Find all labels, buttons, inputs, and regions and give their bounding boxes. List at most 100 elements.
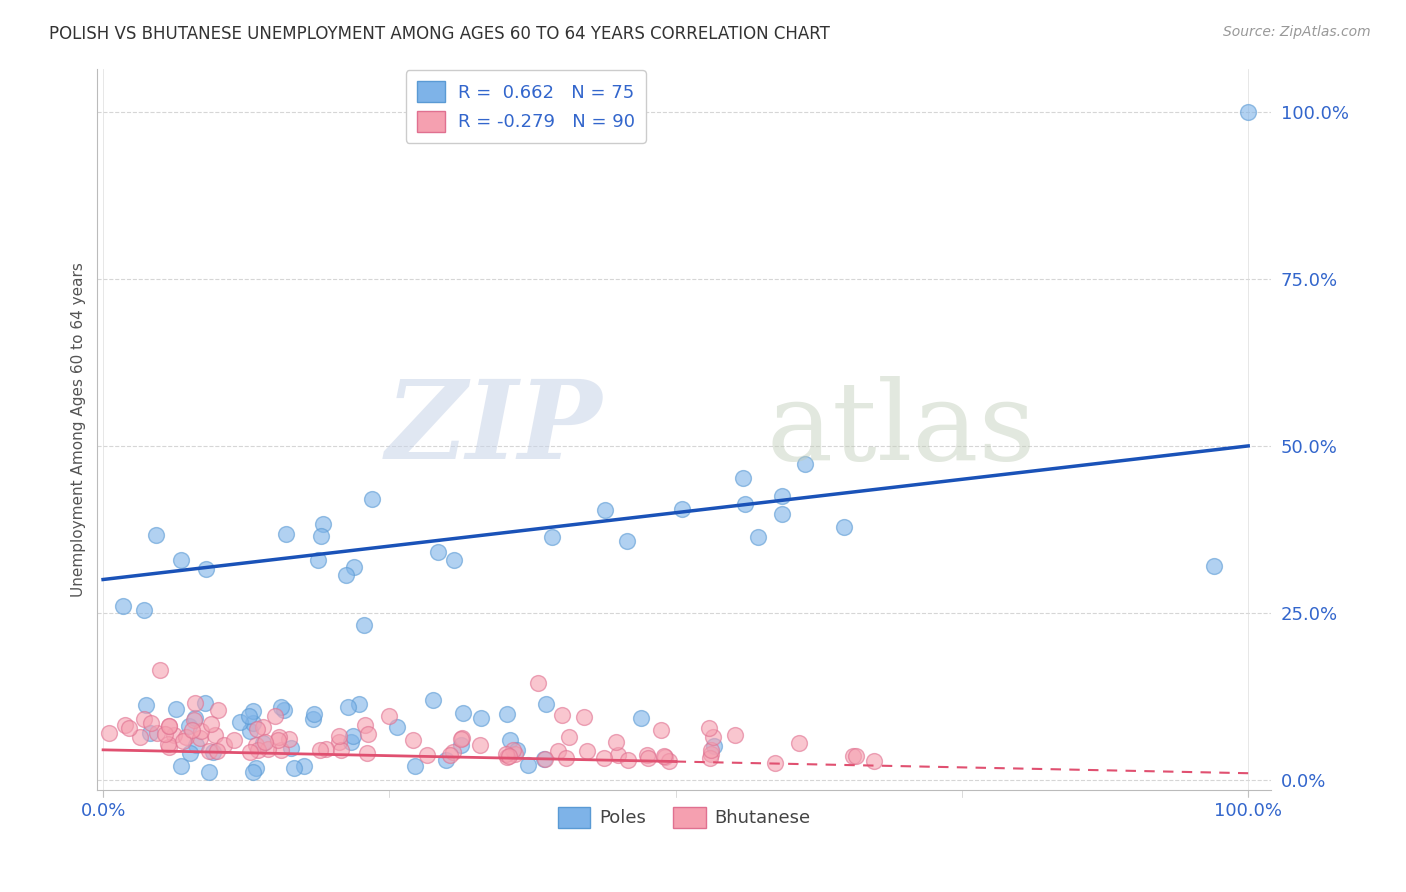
Point xyxy=(239,723,262,738)
Point xyxy=(862,754,884,768)
Point xyxy=(274,527,297,541)
Point xyxy=(1202,559,1225,574)
Point xyxy=(470,738,492,752)
Point xyxy=(190,724,212,739)
Point xyxy=(328,729,350,743)
Point xyxy=(572,709,595,723)
Point xyxy=(139,715,162,730)
Point xyxy=(422,693,444,707)
Point xyxy=(302,706,325,721)
Point xyxy=(200,716,222,731)
Point xyxy=(671,502,693,516)
Point xyxy=(184,711,207,725)
Point xyxy=(636,747,658,762)
Point xyxy=(724,728,747,742)
Point xyxy=(763,756,786,771)
Point xyxy=(273,703,295,717)
Point xyxy=(551,707,574,722)
Point xyxy=(201,746,224,760)
Point xyxy=(267,730,290,744)
Point xyxy=(245,761,267,775)
Point xyxy=(733,470,755,484)
Point xyxy=(630,711,652,725)
Y-axis label: Unemployment Among Ages 60 to 64 years: Unemployment Among Ages 60 to 64 years xyxy=(72,261,86,597)
Point xyxy=(138,726,160,740)
Point xyxy=(533,751,555,765)
Point xyxy=(378,709,401,723)
Point xyxy=(794,457,817,471)
Point xyxy=(172,733,194,747)
Point xyxy=(239,745,262,759)
Point xyxy=(312,517,335,532)
Point xyxy=(832,519,855,533)
Point xyxy=(309,743,332,757)
Point xyxy=(280,741,302,756)
Point xyxy=(697,721,720,735)
Point xyxy=(402,732,425,747)
Point xyxy=(343,559,366,574)
Point xyxy=(245,738,267,752)
Point xyxy=(149,663,172,677)
Point xyxy=(292,759,315,773)
Point xyxy=(607,747,630,762)
Point xyxy=(194,696,217,710)
Point xyxy=(329,743,352,757)
Point xyxy=(450,731,472,746)
Point xyxy=(170,553,193,567)
Point xyxy=(616,534,638,549)
Point xyxy=(654,750,676,764)
Point xyxy=(335,568,357,582)
Point xyxy=(176,731,198,745)
Point xyxy=(270,743,292,757)
Point xyxy=(204,728,226,742)
Point xyxy=(658,754,681,768)
Point xyxy=(451,706,474,721)
Point xyxy=(246,722,269,736)
Point xyxy=(146,725,169,739)
Point xyxy=(558,730,581,744)
Point xyxy=(315,741,337,756)
Point xyxy=(357,726,380,740)
Point xyxy=(349,697,371,711)
Point xyxy=(132,603,155,617)
Point xyxy=(356,746,378,760)
Point xyxy=(340,734,363,748)
Point xyxy=(302,712,325,726)
Point xyxy=(179,746,201,760)
Point xyxy=(747,530,769,544)
Point xyxy=(605,735,627,749)
Point xyxy=(242,704,264,718)
Point xyxy=(416,747,439,762)
Point xyxy=(179,719,201,733)
Point xyxy=(165,702,187,716)
Point xyxy=(361,491,384,506)
Point xyxy=(502,742,524,756)
Point xyxy=(207,703,229,717)
Point xyxy=(353,617,375,632)
Point xyxy=(283,761,305,775)
Point xyxy=(702,730,724,744)
Text: atlas: atlas xyxy=(766,376,1036,483)
Point xyxy=(195,562,218,576)
Point xyxy=(499,732,522,747)
Point xyxy=(505,747,527,761)
Point xyxy=(592,751,614,765)
Point xyxy=(787,736,810,750)
Point xyxy=(169,758,191,772)
Point xyxy=(307,553,329,567)
Point xyxy=(541,530,564,544)
Point xyxy=(337,699,360,714)
Point xyxy=(353,718,375,732)
Point xyxy=(495,747,517,761)
Point xyxy=(650,723,672,738)
Point xyxy=(470,711,492,725)
Point xyxy=(135,698,157,712)
Point xyxy=(188,731,211,745)
Point xyxy=(277,732,299,747)
Text: Source: ZipAtlas.com: Source: ZipAtlas.com xyxy=(1223,25,1371,39)
Point xyxy=(450,738,472,752)
Point xyxy=(118,721,141,735)
Point xyxy=(198,744,221,758)
Point xyxy=(554,751,576,765)
Point xyxy=(180,723,202,738)
